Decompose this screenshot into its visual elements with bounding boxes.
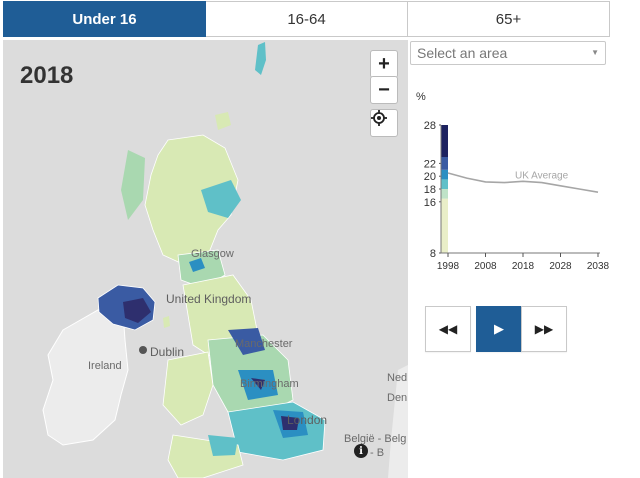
locate-button[interactable] [370,109,398,137]
age-tabs: Under 16 16-64 65+ [3,1,610,37]
label-glasgow: Glasgow [191,248,234,260]
distribution-band [441,125,448,157]
series-line-uk-average [447,172,599,193]
distribution-band [441,157,448,170]
chart-ylabel: % [416,91,426,103]
tab-under-16[interactable]: Under 16 [3,1,206,37]
distribution-band [441,169,448,180]
y-tick-label: 20 [424,171,436,183]
tab-16-64[interactable]: 16-64 [206,1,408,37]
glasgow-area [189,258,205,272]
info-icon[interactable]: i [354,444,368,458]
rewind-button[interactable]: ◀◀ [425,306,471,352]
aberdeenshire-region [201,180,241,218]
y-tick-label: 16 [424,197,436,209]
birmingham-core [251,378,265,390]
label-birmingham: Birmingham [240,378,299,390]
hebrides-region [121,150,145,220]
y-tick-label: 28 [424,120,436,132]
bristol-area [208,435,238,456]
x-tick-label: 2028 [549,261,572,272]
x-tick-label: 1998 [437,261,460,272]
distribution-band [441,179,448,189]
area-select-placeholder: Select an area [417,45,508,61]
y-tick-label: 18 [424,184,436,196]
label-den-h: Den H [387,392,408,404]
label-ned: Ned [387,372,408,384]
dublin-dot [139,346,147,354]
current-year: 2018 [20,62,74,89]
x-tick-label: 2038 [587,261,610,272]
label-ireland: Ireland [88,360,122,372]
distribution-band [441,189,448,199]
label-london: London [287,413,328,427]
label-belgie: België - Belg [344,433,407,445]
distribution-bar [441,125,448,253]
manchester-area [228,328,265,355]
london-inner [281,416,299,430]
series-label-uk-average: UK Average [515,170,569,181]
shetland-region [255,42,266,75]
x-tick-label: 2008 [474,261,497,272]
x-tick-label: 2018 [512,261,535,272]
zoom-out-button[interactable]: − [370,76,398,104]
isle-of-man [163,316,170,328]
label-dublin: Dublin [150,345,185,359]
series-group: UK Average [447,170,599,193]
orkney-region [215,112,231,130]
x-axis-ticks: 1998 2008 2018 2028 2038 [437,252,610,272]
play-button[interactable]: ▶ [476,306,522,352]
choropleth-map[interactable]: 2018 + − Glasgow United Kingdom Manchest… [3,40,408,478]
label-manchester: Manchester [235,338,293,350]
y-tick-label: 22 [424,158,436,170]
label-belgie-2: - B [370,447,385,459]
fast-forward-button[interactable]: ▶▶ [521,306,567,352]
locate-icon [371,110,387,126]
northern-ireland-dark [123,298,151,323]
europe-landmass [388,365,408,478]
map-canvas [42,42,408,478]
label-united-kingdom: United Kingdom [166,292,252,306]
y-tick-label: 8 [430,248,436,260]
chevron-down-icon: ▼ [591,48,599,57]
area-select[interactable]: Select an area ▼ [410,41,606,65]
tab-65-plus[interactable]: 65+ [408,1,610,37]
wales-region [162,351,214,426]
zoom-in-button[interactable]: + [370,50,398,78]
distribution-band [441,198,448,253]
